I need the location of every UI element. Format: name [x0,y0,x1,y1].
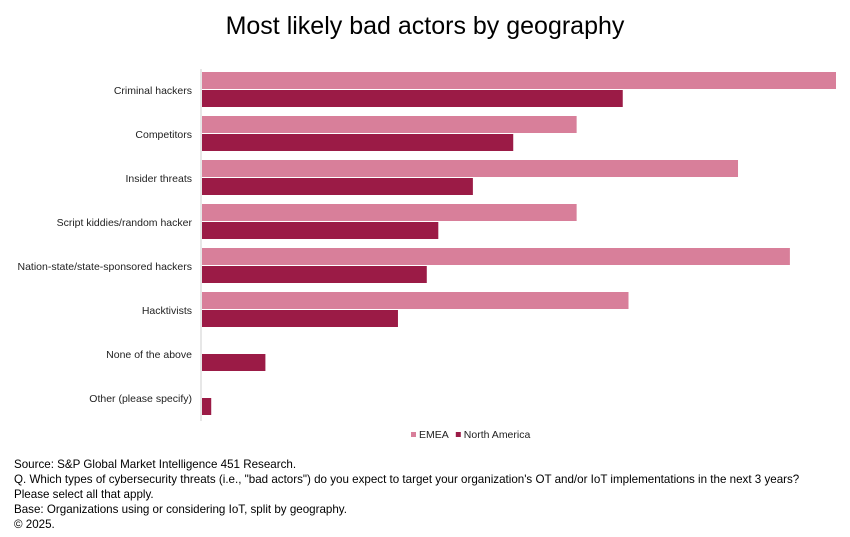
bar-emea [202,160,739,177]
legend-swatch [455,432,461,437]
category-label: Script kiddies/random hacker [57,217,193,229]
bar-north-america [202,178,473,195]
bars [202,72,836,415]
category-label: Nation-state/state-sponsored hackers [17,261,192,273]
category-label: None of the above [106,349,192,361]
bar-emea [202,204,577,221]
bar-emea [202,248,790,265]
legend-label: North America [464,429,531,441]
bar-north-america [202,266,427,283]
category-label: Criminal hackers [114,85,192,97]
bar-north-america [202,90,623,107]
bar-north-america [202,354,266,371]
bar-north-america [202,310,398,327]
legend-swatch [411,432,416,437]
legend-label: EMEA [419,429,449,441]
source-note: Source: S&P Global Market Intelligence 4… [14,458,297,471]
category-label: Competitors [135,129,192,141]
base-note: Base: Organizations using or considering… [14,503,347,516]
bar-north-america [202,222,439,239]
chart-footer: Source: S&P Global Market Intelligence 4… [14,457,834,532]
chart-title: Most likely bad actors by geography [225,12,625,40]
bar-emea [202,72,836,89]
copyright-note: © 2025. [14,518,55,531]
category-label: Insider threats [125,173,192,185]
category-label: Other (please specify) [89,393,192,405]
bar-emea [202,116,577,133]
category-labels: Criminal hackers Competitors Insider threa… [17,85,192,405]
legend: EMEA North America [411,429,530,441]
category-label: Hacktivists [142,305,192,317]
bar-chart: Criminal hackers Competitors Insider threa… [17,69,836,441]
bar-north-america [202,134,514,151]
bar-north-america [202,398,212,415]
bar-emea [202,292,629,309]
question-note: Q. Which types of cybersecurity threats … [14,473,800,501]
